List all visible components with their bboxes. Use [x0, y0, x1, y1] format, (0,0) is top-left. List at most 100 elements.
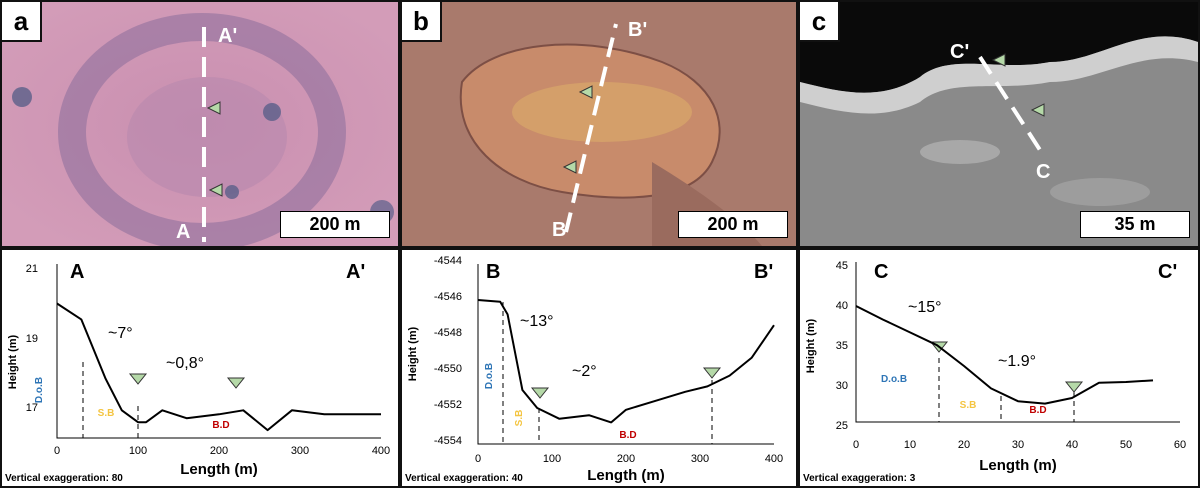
profile-start-label: C	[1036, 161, 1050, 183]
panel-letter: c	[800, 2, 840, 42]
zone-label-sb: S.B	[960, 400, 977, 411]
x-tick-label: 300	[291, 445, 309, 457]
y-axis-label: Height (m)	[7, 334, 19, 389]
x-tick-label: 10	[904, 439, 916, 451]
axes	[855, 262, 1180, 423]
y-tick-label: 35	[836, 340, 848, 352]
x-tick-label: 20	[958, 439, 970, 451]
marker-triangle	[1064, 381, 1084, 393]
zone-label-sb: S.B	[514, 410, 525, 427]
y-tick-label: 45	[836, 260, 848, 272]
vertical-exaggeration: Vertical exaggeration: 3	[803, 473, 916, 484]
marker-triangle	[226, 377, 246, 389]
elevation-profile-line	[56, 302, 381, 432]
x-axis-label: Length (m)	[587, 467, 664, 484]
marker-triangle	[206, 101, 221, 115]
marker-triangle	[991, 53, 1006, 67]
profile-chart-c: C C' 45 40 35 30 25 0 10 20 30 40 50 60 …	[805, 260, 1186, 474]
x-tick-label: 60	[1174, 439, 1186, 451]
profile-start-label: B	[552, 219, 566, 241]
panel-letter: b	[402, 2, 442, 42]
profile-panel-b: B B' -4544 -4546 -4548 -4550 -4552 -4554…	[400, 248, 798, 488]
x-tick-label: 100	[129, 445, 147, 457]
x-tick-label: 0	[54, 445, 60, 457]
profile-panel-c: C C' 45 40 35 30 25 0 10 20 30 40 50 60 …	[798, 248, 1200, 488]
elevation-profile-line	[477, 299, 775, 424]
marker-triangle	[562, 160, 577, 174]
terrain-image-b: B B'	[402, 2, 796, 246]
y-axis-label: Height (m)	[805, 318, 817, 373]
profile-end-label: B'	[628, 19, 647, 41]
profile-chart-b: B B' -4544 -4546 -4548 -4550 -4552 -4554…	[407, 255, 783, 484]
profile-line-c	[978, 55, 1042, 152]
scale-bar: 200 m	[678, 211, 788, 238]
vertical-exaggeration: Vertical exaggeration: 40	[405, 473, 523, 484]
x-axis-label: Length (m)	[180, 461, 257, 478]
profile-end-label: A'	[218, 25, 237, 47]
y-tick-label: -4552	[434, 399, 462, 411]
y-tick-label: -4550	[434, 363, 462, 375]
slope-angle-label: ~0,8°	[166, 355, 204, 372]
y-tick-label: -4554	[434, 435, 462, 447]
profile-start-label: C	[874, 261, 888, 283]
slope-angle-label: ~1.9°	[998, 353, 1036, 370]
elevation-profile-line	[855, 305, 1154, 405]
slope-angle-label: ~7°	[108, 325, 133, 342]
y-tick-label: 25	[836, 420, 848, 432]
zone-label-dob: D.o.B	[34, 377, 45, 403]
x-axis-label: Length (m)	[979, 457, 1056, 474]
image-panel-b: B B' b 200 m	[400, 0, 798, 248]
y-axis-label: Height (m)	[407, 326, 419, 381]
axes	[56, 264, 381, 439]
zone-label-dob: D.o.B	[881, 374, 907, 385]
marker-triangle	[702, 367, 722, 379]
zone-label-dob: D.o.B	[484, 363, 495, 389]
panel-letter: a	[2, 2, 42, 42]
x-tick-label: 200	[617, 453, 635, 465]
x-tick-label: 200	[210, 445, 228, 457]
y-tick-label: 17	[26, 402, 38, 414]
slope-angle-label: ~2°	[572, 363, 597, 380]
terrain-image-c: C C'	[800, 2, 1198, 246]
profile-end-label: C'	[1158, 261, 1177, 283]
marker-triangle	[530, 387, 550, 399]
marker-triangle	[1030, 103, 1045, 117]
image-panel-a: A A' a 200 m	[0, 0, 400, 248]
profile-end-label: C'	[950, 41, 969, 63]
zone-label-bd: B.D	[1029, 405, 1046, 416]
profile-chart-a: A A' 21 19 17 0 100 200 300 400 Length (…	[7, 261, 390, 478]
slope-angle-label: ~15°	[908, 299, 942, 316]
x-tick-label: 400	[372, 445, 390, 457]
x-tick-label: 0	[853, 439, 859, 451]
marker-triangle	[208, 183, 223, 197]
y-tick-label: -4544	[434, 255, 462, 267]
axes	[477, 264, 774, 445]
x-tick-label: 300	[691, 453, 709, 465]
x-tick-label: 400	[765, 453, 783, 465]
profile-end-label: A'	[346, 261, 365, 283]
x-tick-label: 0	[475, 453, 481, 465]
terrain-image-a: A A'	[2, 2, 398, 246]
scale-bar: 35 m	[1080, 211, 1190, 238]
x-tick-label: 30	[1012, 439, 1024, 451]
y-tick-label: 40	[836, 300, 848, 312]
y-tick-label: 21	[26, 263, 38, 275]
profile-start-label: B	[486, 261, 500, 283]
profile-start-label: A	[176, 221, 190, 243]
profile-end-label: B'	[754, 261, 773, 283]
marker-triangle	[128, 373, 148, 385]
scale-bar: 200 m	[280, 211, 390, 238]
zone-label-bd: B.D	[619, 430, 636, 441]
y-tick-label: -4546	[434, 291, 462, 303]
y-tick-label: 30	[836, 380, 848, 392]
profile-panel-a: A A' 21 19 17 0 100 200 300 400 Length (…	[0, 248, 400, 488]
x-tick-label: 40	[1066, 439, 1078, 451]
zone-label-bd: B.D	[212, 420, 229, 431]
zone-label-sb: S.B	[98, 408, 115, 419]
x-tick-label: 50	[1120, 439, 1132, 451]
profile-line-b	[564, 23, 618, 233]
profile-start-label: A	[70, 261, 84, 283]
vertical-exaggeration: Vertical exaggeration: 80	[5, 473, 123, 484]
y-tick-label: 19	[26, 333, 38, 345]
x-tick-label: 100	[543, 453, 561, 465]
